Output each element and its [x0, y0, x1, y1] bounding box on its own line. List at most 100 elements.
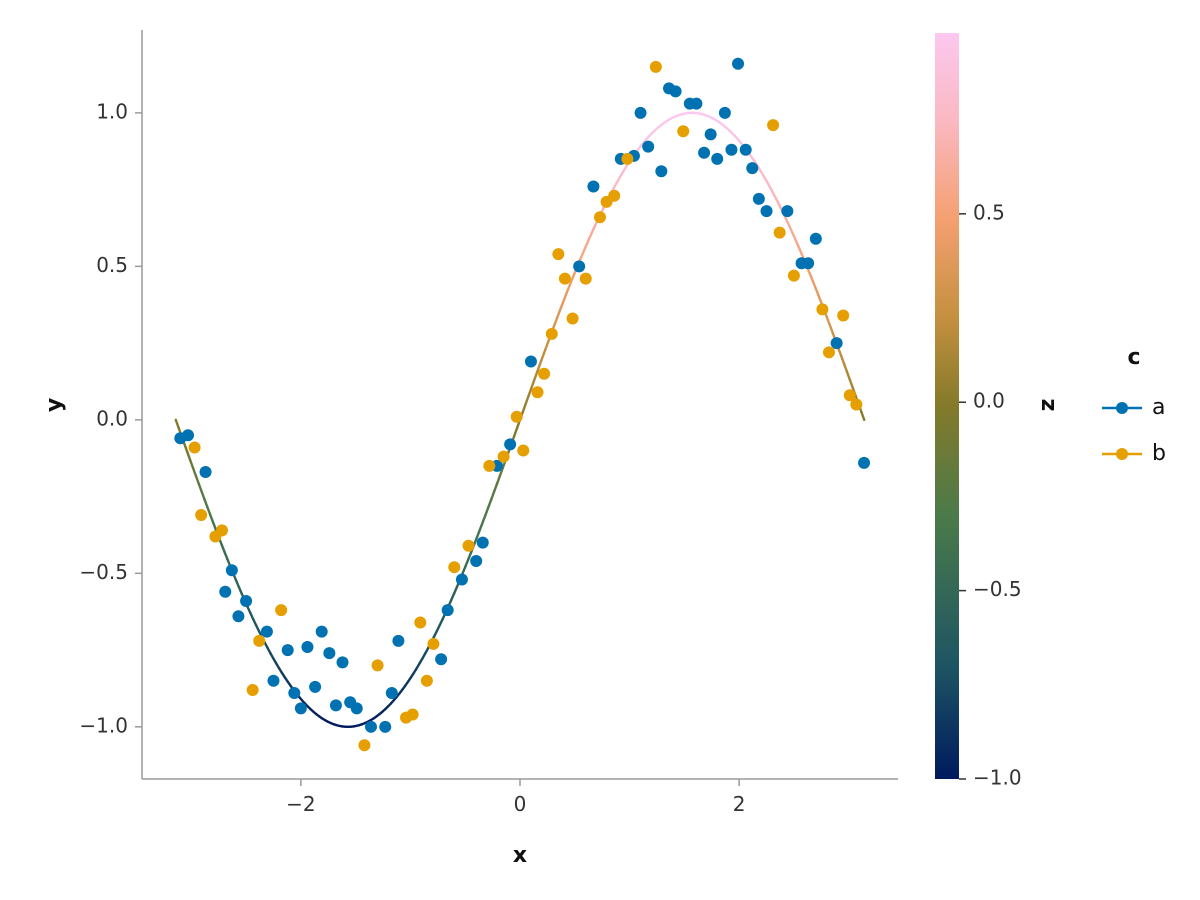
y-tick-label: 0.0 [96, 406, 128, 430]
data-point [802, 257, 815, 270]
curve-segment [536, 362, 542, 374]
data-point [837, 309, 850, 322]
curve-segment [481, 513, 487, 524]
data-point [420, 674, 433, 687]
data-point [240, 594, 253, 607]
data-point [371, 659, 384, 672]
data-point [608, 189, 621, 202]
data-point [579, 272, 592, 285]
y-axis-ticks: −1.0 −0.5 0.0 0.5 1.0 [79, 99, 142, 737]
data-point [649, 60, 662, 73]
curve-segment [797, 244, 803, 254]
legend-entries: ab [1102, 395, 1166, 466]
colorbar-bar [935, 33, 959, 779]
colorbar-tick-label: 0.0 [973, 389, 1005, 413]
curve-segment [211, 521, 218, 532]
curve-segment [570, 272, 576, 282]
data-point [188, 441, 201, 454]
data-point [732, 57, 745, 70]
data-point [414, 616, 427, 629]
data-point [773, 226, 786, 239]
data-point [725, 143, 738, 156]
curve-segment [811, 279, 817, 289]
data-point [483, 459, 496, 472]
data-point [524, 355, 537, 368]
data-point [545, 327, 558, 340]
colorbar-title: z [1035, 399, 1060, 412]
data-point [219, 585, 232, 598]
curve-segment [174, 418, 180, 430]
curve-segment [234, 579, 241, 589]
data-point [406, 708, 419, 721]
data-point [323, 647, 336, 660]
legend-entry-b: b [1102, 441, 1166, 466]
data-point [301, 641, 314, 654]
legend-label: b [1152, 441, 1166, 466]
curve-segment [533, 370, 539, 381]
curve-segment [203, 498, 209, 509]
y-tick-label: −1.0 [79, 713, 128, 737]
curve-segment [206, 505, 212, 516]
colorbar-tick-label: −0.5 [973, 577, 1022, 601]
curve-segment [188, 458, 195, 470]
data-point [669, 85, 682, 98]
data-point [455, 573, 468, 586]
curve-segment [860, 410, 866, 422]
data-point [822, 346, 835, 359]
data-point [441, 604, 454, 617]
legend: c ab [1102, 345, 1166, 466]
curve-segment [524, 394, 530, 405]
data-point [497, 450, 510, 463]
curve-segment [452, 585, 459, 595]
data-point [690, 97, 703, 110]
data-point [315, 625, 328, 638]
data-point [427, 637, 440, 650]
data-point [462, 539, 475, 552]
curve-segment [848, 378, 854, 389]
data-point [858, 456, 871, 469]
curve-segment [579, 251, 585, 261]
curve-segment [530, 378, 536, 389]
colorbar-tick-label: −1.0 [973, 766, 1022, 790]
data-point [850, 398, 863, 411]
curve-segment [521, 402, 527, 414]
data-point [843, 389, 856, 402]
curve-segment [513, 426, 519, 438]
data-point [288, 687, 301, 700]
legend-marker [1116, 402, 1128, 414]
data-point [704, 128, 717, 141]
y-tick-label: 0.5 [96, 253, 128, 277]
curve-segment [544, 339, 550, 350]
data-point [281, 644, 294, 657]
series-a [174, 57, 871, 733]
x-tick-label: 2 [733, 792, 746, 816]
y-axis-title: y [42, 398, 67, 412]
x-tick-label: −2 [286, 792, 315, 816]
data-point [260, 625, 273, 638]
curve-segment [186, 450, 192, 462]
curve-segment [828, 323, 834, 334]
curve-segment [837, 346, 843, 358]
curve-segment [558, 301, 565, 312]
data-point [573, 260, 586, 273]
curve-segment [464, 558, 470, 568]
data-point [392, 634, 405, 647]
plot-axes: −2 0 2 −1.0 −0.5 0.0 0.5 1.0 x y [42, 30, 898, 868]
data-point [711, 152, 724, 165]
curve-segment [183, 442, 189, 454]
curve-segment [581, 244, 588, 254]
x-tick-label: 0 [514, 792, 527, 816]
curve-segment [498, 466, 504, 477]
data-point [182, 429, 195, 442]
data-point [698, 146, 711, 159]
data-point [760, 205, 773, 218]
curve-segment [194, 474, 200, 485]
curve-segment [487, 498, 493, 509]
curve-segment [209, 513, 215, 524]
curve-segment [478, 521, 484, 532]
curve-segment [220, 543, 226, 554]
curve-segment [845, 370, 852, 381]
x-axis-title: x [513, 843, 527, 868]
legend-label: a [1152, 395, 1165, 420]
